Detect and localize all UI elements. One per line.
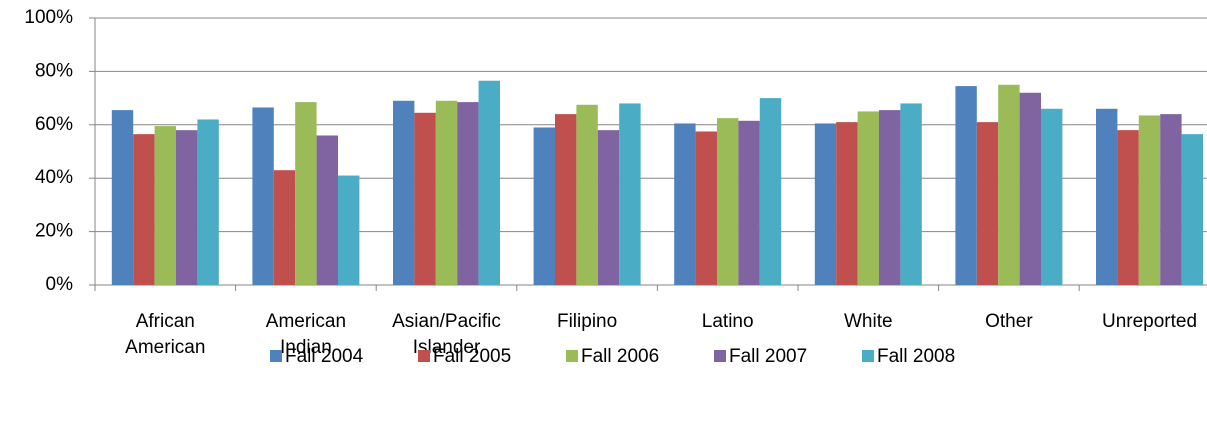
bar — [619, 103, 641, 285]
bar — [1019, 92, 1041, 285]
x-tick-label: American Indian — [266, 311, 346, 358]
x-tick-label: African American — [125, 311, 205, 358]
bar — [338, 175, 360, 285]
bar — [295, 102, 317, 285]
y-tick-label: 0% — [46, 274, 74, 295]
bar — [857, 111, 879, 285]
bar — [597, 130, 620, 285]
bar — [176, 130, 198, 285]
legend-label: Fall 2008 — [877, 346, 955, 367]
bar — [435, 100, 458, 286]
x-tick-label: Filipino — [557, 311, 617, 332]
bar — [1096, 108, 1118, 285]
bar — [555, 114, 577, 286]
bar — [1181, 134, 1203, 285]
bar — [478, 80, 500, 286]
bar — [414, 112, 436, 285]
legend-label: Fall 2007 — [729, 346, 807, 367]
y-tick-label: 20% — [35, 221, 73, 242]
legend-swatch — [714, 350, 726, 362]
y-tick-label: 40% — [35, 167, 73, 188]
bar — [1138, 115, 1161, 285]
x-tick-label: Unreported — [1102, 311, 1197, 332]
legend-swatch — [862, 350, 874, 362]
bar — [393, 100, 415, 286]
bar — [316, 135, 338, 285]
legend-swatch — [566, 350, 578, 362]
legend-swatch — [418, 350, 430, 362]
legend-label: Fall 2005 — [433, 346, 511, 367]
bar — [695, 131, 717, 285]
x-tick-label: Latino — [702, 311, 754, 332]
bar — [674, 123, 696, 285]
bar — [154, 126, 176, 285]
bar — [955, 86, 977, 286]
legend-swatch — [270, 350, 282, 362]
bar — [976, 122, 999, 285]
bar — [998, 84, 1020, 285]
bar — [879, 110, 901, 286]
y-tick-label: 80% — [35, 60, 73, 81]
legend-label: Fall 2004 — [285, 346, 364, 367]
y-tick-label: 60% — [35, 114, 73, 135]
x-tick-label: White — [844, 311, 893, 332]
bar — [111, 110, 134, 286]
bar — [900, 103, 922, 285]
y-tick-label: 100% — [24, 7, 73, 28]
bar — [273, 170, 296, 285]
bar — [717, 118, 739, 285]
bar — [576, 104, 598, 286]
bar — [197, 119, 219, 286]
bar — [738, 120, 760, 285]
bar — [252, 107, 274, 285]
bar — [836, 122, 858, 285]
bar — [1160, 114, 1182, 286]
legend-label: Fall 2006 — [581, 346, 659, 367]
bar — [1041, 108, 1063, 285]
bar — [533, 127, 555, 285]
bar — [759, 98, 782, 285]
bar — [457, 102, 479, 285]
bar — [814, 123, 837, 285]
x-tick-label: Other — [985, 311, 1033, 332]
bar — [1117, 130, 1139, 285]
bar — [133, 134, 155, 285]
